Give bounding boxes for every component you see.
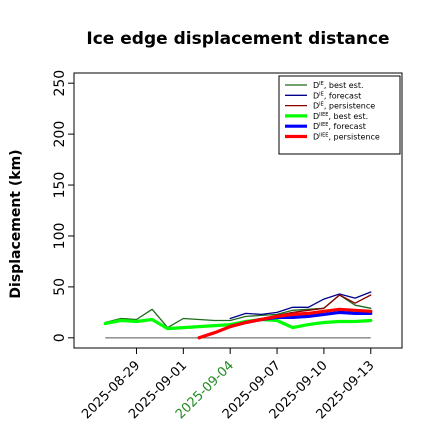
- legend-label: DIIEE, forecast: [313, 122, 366, 131]
- y-tick-label: 250: [52, 70, 68, 97]
- legend-label: DIIEE, best est.: [313, 112, 368, 121]
- legend-label: DIE, persistence: [313, 102, 375, 111]
- y-tick-label: 200: [52, 121, 68, 148]
- x-axis: 2025-08-292025-09-012025-09-042025-09-07…: [79, 348, 378, 422]
- legend-label: DIE, best est.: [313, 81, 364, 90]
- plot-frame: [73, 72, 403, 349]
- legend-label: DIIEE, persistence: [313, 133, 380, 142]
- legend-label: DIE, forecast: [313, 91, 361, 100]
- y-axis-label: Displacement (km): [8, 149, 24, 298]
- y-tick-label: 0: [52, 333, 68, 342]
- y-tick-label: 50: [52, 278, 68, 296]
- legend: DIE, best est.DIE, forecast DIE, persiste…: [278, 75, 401, 155]
- plot-series: [103, 291, 373, 340]
- series-line: [229, 291, 372, 320]
- series-line: [197, 307, 373, 340]
- y-tick-label: 150: [52, 172, 68, 199]
- y-axis: 0 50 100 150 200 250: [52, 70, 74, 342]
- chart-title: Ice edge displacement distance: [86, 29, 389, 49]
- y-tick-label: 100: [52, 223, 68, 250]
